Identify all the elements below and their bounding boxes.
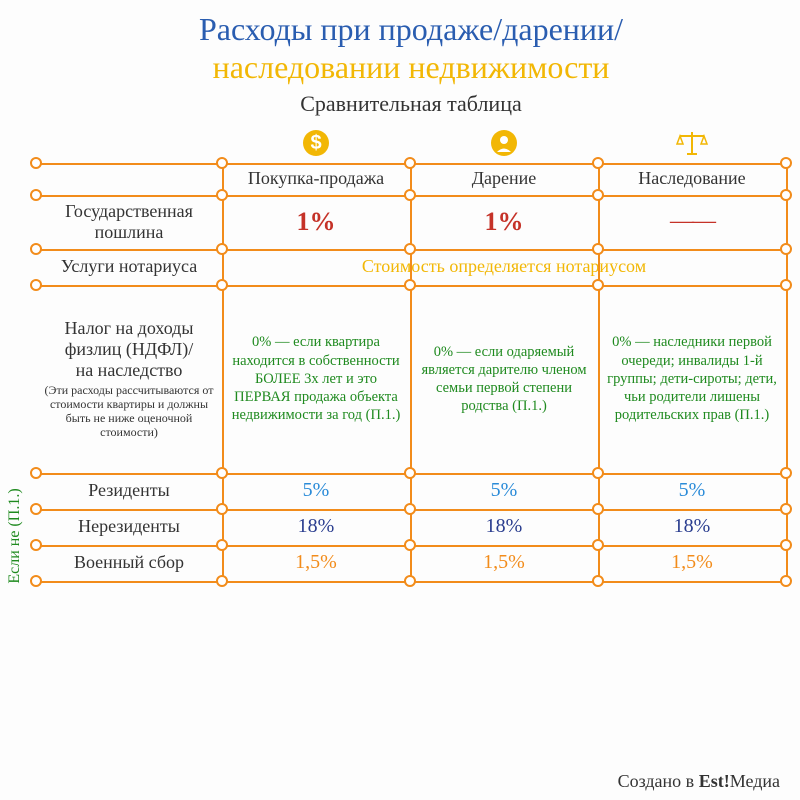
grid-dot — [216, 279, 228, 291]
grid-dot — [216, 189, 228, 201]
grid-dot — [404, 189, 416, 201]
footer-credit: Создано в Est!Медиа — [618, 771, 780, 792]
table-cell: 1,5% — [222, 549, 410, 576]
grid-dot — [216, 467, 228, 479]
grid-dot — [780, 503, 792, 515]
table-cell: 0% — если квартира находится в собственн… — [222, 331, 410, 426]
col-header-inherit: Наследование — [598, 166, 786, 191]
grid-dot — [780, 243, 792, 255]
grid-dot — [592, 467, 604, 479]
table-cell: —— — [598, 206, 786, 237]
table-cell: 1,5% — [410, 549, 598, 576]
table-cell: 5% — [222, 477, 410, 504]
title-line-2: наследовании недвижимости — [36, 48, 786, 86]
svg-text:$: $ — [310, 132, 321, 154]
grid-v-line — [410, 163, 412, 581]
table-cell: 1% — [222, 205, 410, 239]
subtitle: Сравнительная таблица — [36, 91, 786, 117]
footer-suffix: Медиа — [730, 771, 780, 791]
footer-prefix: Создано в — [618, 771, 699, 791]
grid-dot — [780, 575, 792, 587]
grid-dot — [592, 539, 604, 551]
col-header-gift: Дарение — [410, 166, 598, 191]
grid-dot — [780, 539, 792, 551]
grid-dot — [30, 189, 42, 201]
grid-dot — [404, 539, 416, 551]
dollar-icon: $ — [222, 123, 410, 163]
grid-dot — [780, 189, 792, 201]
grid-dot — [30, 157, 42, 169]
row-label: Государственная пошлина — [36, 199, 222, 244]
grid-dot — [592, 189, 604, 201]
grid-dot — [404, 503, 416, 515]
table-cell: 0% — наследники первой очереди; инвалиды… — [598, 331, 786, 426]
grid-dot — [216, 575, 228, 587]
page-title: Расходы при продаже/дарении/ наследовани… — [36, 10, 786, 87]
side-label: Если не (П.1.) — [6, 488, 24, 583]
comparison-grid: $ Покупка-продажа Дарение Наследование Г… — [36, 123, 786, 591]
title-line-1: Расходы при продаже/дарении/ — [36, 10, 786, 48]
grid-dot — [780, 157, 792, 169]
table-cell: 18% — [598, 513, 786, 540]
grid-dot — [30, 503, 42, 515]
table-cell: 18% — [222, 513, 410, 540]
grid-dot — [592, 243, 604, 255]
person-icon — [410, 123, 598, 163]
row-label: Нерезиденты — [36, 514, 222, 539]
grid-dot — [404, 279, 416, 291]
grid-v-line — [598, 163, 600, 581]
grid-dot — [30, 243, 42, 255]
merged-cell: Стоимость определяется нотариусом — [222, 256, 786, 277]
grid-dot — [780, 467, 792, 479]
grid-dot — [592, 575, 604, 587]
row-label: Налог на доходы физлиц (НДФЛ)/на наследс… — [36, 316, 222, 441]
row-label: Услуги нотариуса — [36, 254, 222, 279]
row-label: Резиденты — [36, 478, 222, 503]
grid-dot — [592, 157, 604, 169]
grid-dot — [30, 539, 42, 551]
col-header-sale: Покупка-продажа — [222, 166, 410, 191]
table-cell: 1,5% — [598, 549, 786, 576]
table-cell: 5% — [410, 477, 598, 504]
grid-dot — [30, 575, 42, 587]
table-cell: 18% — [410, 513, 598, 540]
grid-dot — [216, 539, 228, 551]
table-cell: 1% — [410, 205, 598, 239]
footer-brand: Est! — [699, 771, 730, 791]
scales-icon — [598, 123, 786, 163]
grid-dot — [404, 575, 416, 587]
table-cell: 0% — если одаряемый является дарителю чл… — [410, 341, 598, 418]
grid-dot — [592, 279, 604, 291]
grid-dot — [30, 279, 42, 291]
grid-dot — [30, 467, 42, 479]
grid-dot — [216, 157, 228, 169]
grid-dot — [404, 157, 416, 169]
table-cell: 5% — [598, 477, 786, 504]
grid-dot — [216, 243, 228, 255]
grid-dot — [404, 243, 416, 255]
grid-v-line — [222, 163, 224, 581]
grid-v-line — [786, 163, 788, 581]
row-label: Военный сбор — [36, 550, 222, 575]
grid-dot — [404, 467, 416, 479]
grid-dot — [592, 503, 604, 515]
grid-dot — [216, 503, 228, 515]
grid-dot — [780, 279, 792, 291]
